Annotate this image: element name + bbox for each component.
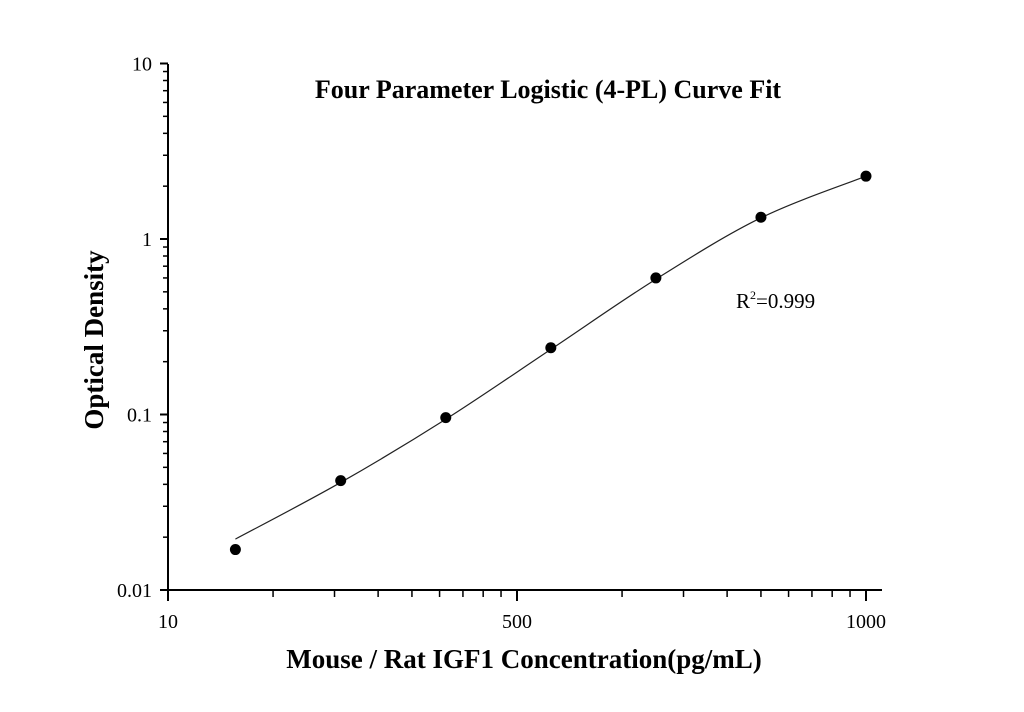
data-point [440, 412, 452, 424]
fit-curve [235, 175, 867, 540]
data-point [335, 475, 347, 487]
data-point [860, 170, 872, 182]
data-point [755, 211, 767, 223]
data-points [229, 170, 872, 556]
y-tick-label: 10 [132, 54, 152, 76]
data-point [545, 342, 557, 354]
y-tick-label: 1 [142, 229, 152, 251]
x-tick-label: 500 [502, 611, 532, 633]
y-axis: 0.01 0.1 1 10 [117, 54, 169, 602]
x-axis-label: Mouse / Rat IGF1 Concentration(pg/mL) [286, 644, 761, 674]
x-axis: 10 500 1000 [158, 589, 886, 633]
r-squared-annotation: R2=0.999 [736, 288, 815, 313]
x-tick-label: 1000 [846, 611, 886, 633]
chart-title: Four Parameter Logistic (4-PL) Curve Fit [315, 75, 782, 104]
data-point [650, 272, 662, 284]
data-point [229, 544, 241, 556]
x-tick-label: 10 [158, 611, 178, 633]
y-tick-label: 0.01 [117, 580, 152, 602]
y-axis-label: Optical Density [79, 250, 109, 430]
y-tick-label: 0.1 [127, 405, 152, 427]
